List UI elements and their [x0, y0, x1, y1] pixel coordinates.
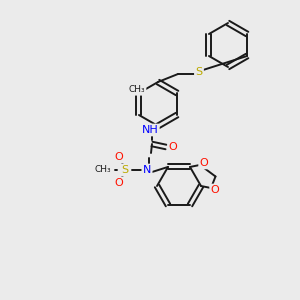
- Text: S: S: [195, 67, 203, 77]
- Text: O: O: [115, 178, 123, 188]
- Text: O: O: [211, 185, 219, 195]
- Text: O: O: [169, 142, 177, 152]
- Text: N: N: [143, 165, 151, 175]
- Text: O: O: [200, 158, 208, 168]
- Text: CH₃: CH₃: [129, 85, 145, 94]
- Text: CH₃: CH₃: [95, 166, 111, 175]
- Text: S: S: [122, 165, 129, 175]
- Text: NH: NH: [142, 125, 158, 135]
- Text: O: O: [115, 152, 123, 162]
